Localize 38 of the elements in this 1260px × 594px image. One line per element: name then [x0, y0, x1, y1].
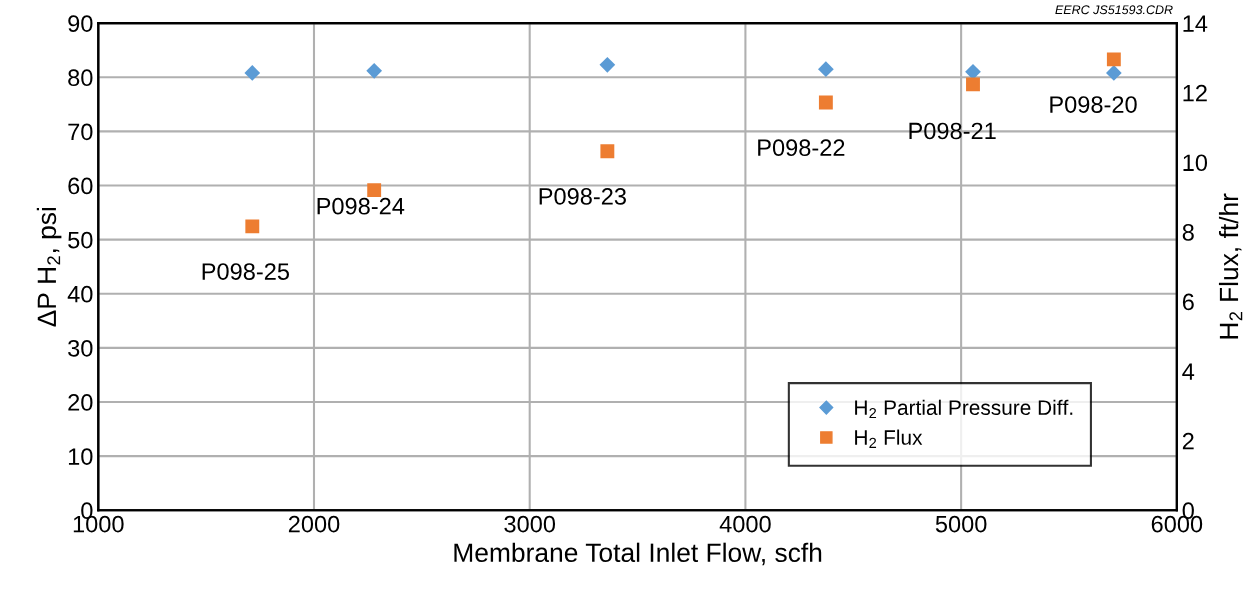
y2-tick-label: 6: [1182, 293, 1194, 311]
y-tick-label: 30: [68, 339, 93, 357]
point: [367, 183, 382, 198]
y2-tick-label: 8: [1182, 223, 1194, 241]
y2-tick-label: 12: [1183, 84, 1207, 102]
x-tick-label: 3000: [504, 515, 556, 533]
y-tick-label: 10: [68, 448, 93, 465]
y-tick-label: 50: [68, 231, 93, 249]
y-tick-label: 70: [68, 123, 93, 141]
annotation: P098-22: [758, 139, 845, 157]
y2-tick-label: 14: [1183, 15, 1208, 32]
x-tick-label: 4000: [719, 515, 771, 533]
y2-tick-label: 10: [1183, 154, 1208, 172]
point: [966, 77, 980, 92]
annotation: P098-24: [317, 197, 405, 215]
annotation: P098-23: [539, 188, 626, 205]
annotation: P098-21: [909, 122, 996, 140]
point: [600, 144, 615, 159]
y2-tick-label: 2: [1182, 432, 1194, 450]
y-axis-title: ΔP H$_{2}$, psi: [36, 207, 62, 327]
y-tick-label: 40: [67, 285, 93, 303]
point: [245, 219, 260, 234]
annotation: P098-20: [1050, 96, 1137, 113]
y-tick-label: 60: [68, 177, 93, 195]
legend-label: H$_{2}$ Flux: [855, 429, 923, 448]
y-tick-label: 90: [68, 15, 93, 32]
y2-axis-title: H$_{2}$ Flux, ft/hr: [1218, 193, 1243, 339]
y-tick-label: 20: [68, 394, 93, 411]
point: [1106, 52, 1121, 67]
annotation: P098-25: [202, 263, 289, 280]
legend-label: H$_{2}$ Partial Pressure Diff.: [855, 399, 1073, 419]
point: [818, 95, 833, 110]
y-tick-label: 80: [68, 69, 93, 87]
x-tick-label: 2000: [288, 515, 340, 533]
x-axis-title: Membrane Total Inlet Flow, scfh: [454, 542, 822, 566]
text: EERC JS51593.CDR: [1055, 5, 1173, 15]
x-tick-label: 5000: [935, 515, 987, 533]
y2-tick-label: 4: [1182, 363, 1195, 380]
